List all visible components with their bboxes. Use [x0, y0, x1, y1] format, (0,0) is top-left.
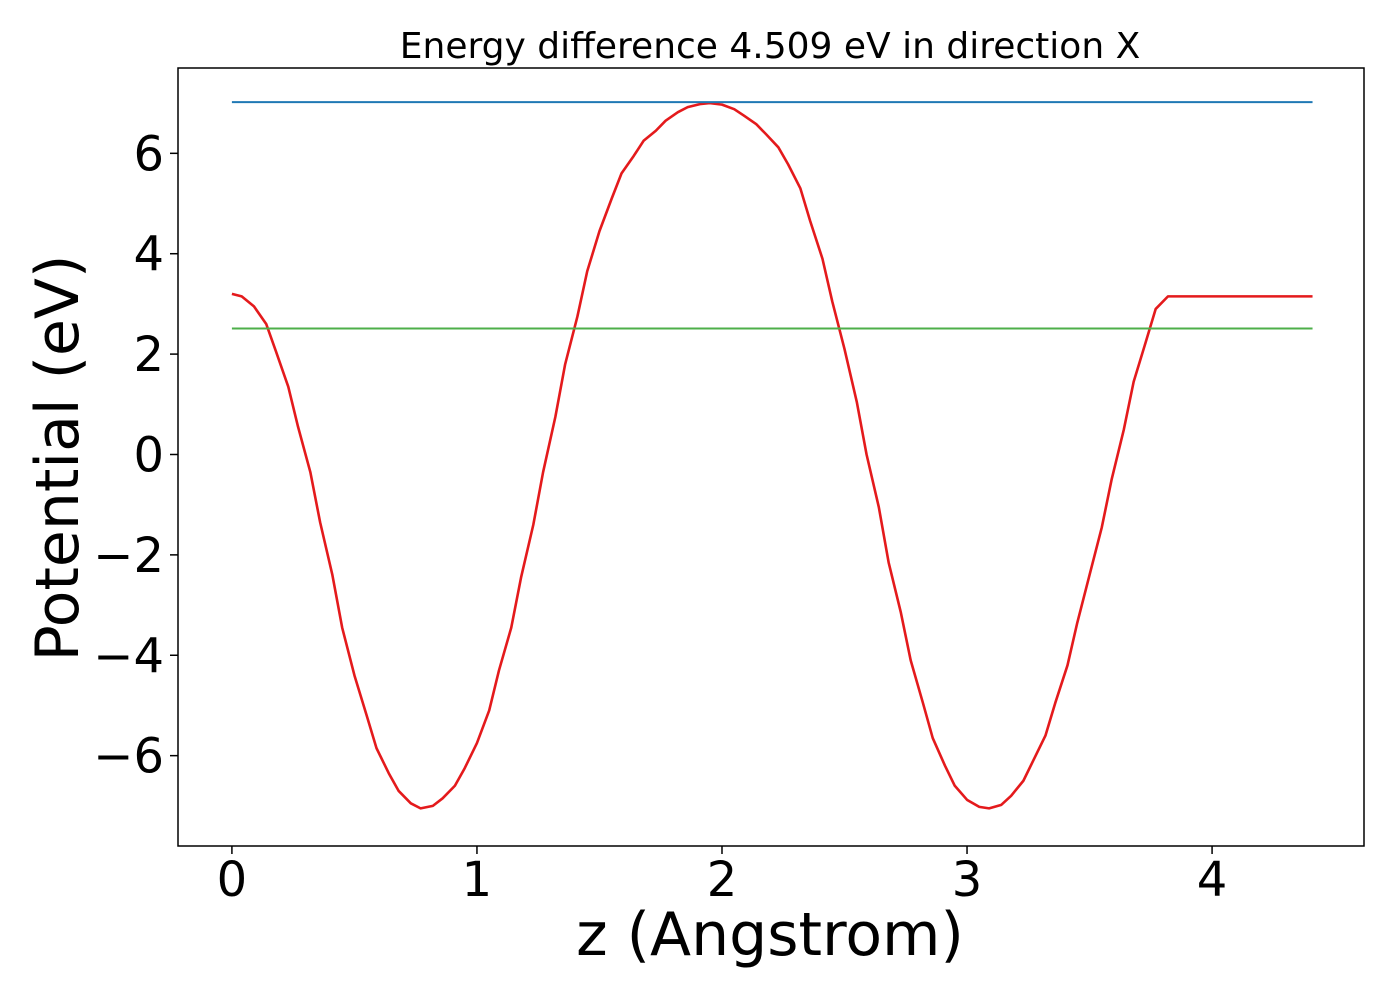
- chart-title: Energy difference 4.509 eV in direction …: [400, 26, 1141, 67]
- y-axis-ticks: −6 −4 −2 0 2 4 6: [93, 126, 178, 785]
- y-tick-label: 2: [133, 327, 164, 383]
- y-tick-label: 4: [133, 227, 164, 283]
- y-tick-label: −4: [93, 628, 164, 684]
- x-axis-ticks: 0 1 2 3 4: [217, 846, 1228, 908]
- plot-frame: [177, 67, 1365, 847]
- y-tick-label: −6: [93, 729, 164, 785]
- y-tick-label: −2: [93, 528, 164, 584]
- y-tick-label: 6: [133, 126, 164, 182]
- series-line-1: [231, 101, 1313, 810]
- x-tick-label: 0: [217, 852, 248, 908]
- x-tick-label: 3: [952, 852, 983, 908]
- x-tick-label: 1: [462, 852, 493, 908]
- y-axis-label: Potential (eV): [23, 255, 93, 662]
- x-axis-label: z (Angstrom): [576, 900, 964, 970]
- series-layer: [231, 101, 1313, 810]
- x-tick-label: 4: [1197, 852, 1228, 908]
- y-tick-label: 0: [133, 427, 164, 483]
- x-tick-label: 2: [707, 852, 738, 908]
